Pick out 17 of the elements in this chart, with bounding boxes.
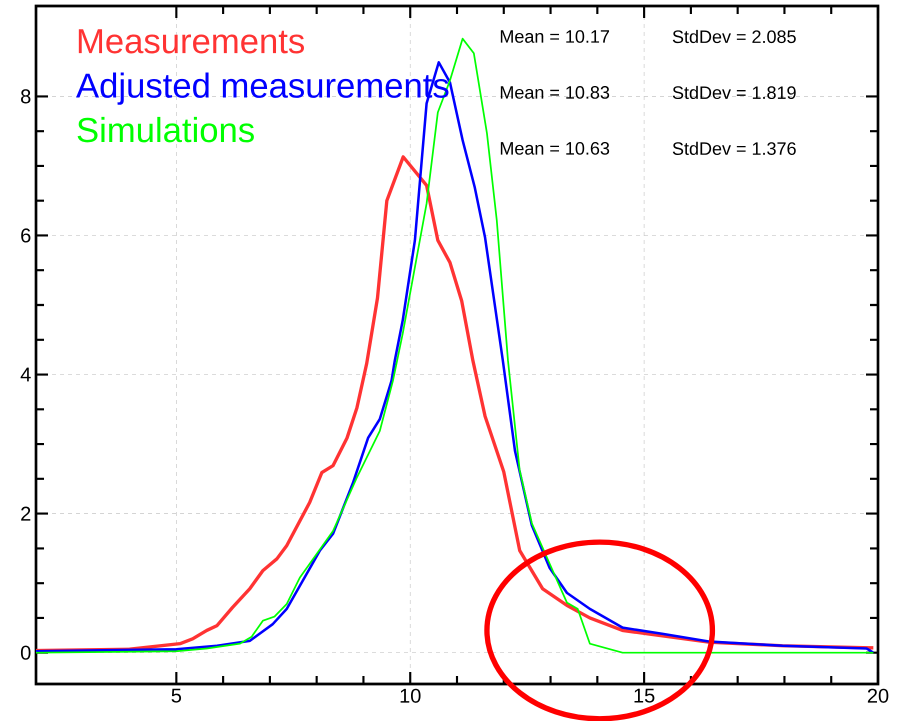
y-tick-label: 2 — [21, 506, 30, 521]
x-tick-label: 15 — [634, 688, 654, 703]
annotation: StdDev = 2.085 — [672, 30, 796, 44]
y-tick-label: 4 — [20, 368, 31, 382]
annotation: Mean = 10.83 — [500, 86, 610, 99]
y-tick-label: 6 — [21, 228, 30, 243]
annotation: StdDev = 1.819 — [672, 86, 796, 100]
annotation: Mean = 10.17 — [500, 30, 610, 43]
text: Simulations — [78, 116, 254, 142]
annotation: Mean = 10.63 — [500, 142, 610, 155]
text: Measurements — [78, 29, 304, 54]
x-tick-label: 5 — [172, 688, 182, 703]
y-tick-label: 8 — [21, 89, 30, 104]
annotation: StdDev = 1.376 — [672, 142, 796, 155]
x-tick-label: 10 — [400, 688, 421, 703]
x-tick-label: 20 — [868, 688, 888, 703]
y-tick-label: 0 — [20, 646, 31, 660]
